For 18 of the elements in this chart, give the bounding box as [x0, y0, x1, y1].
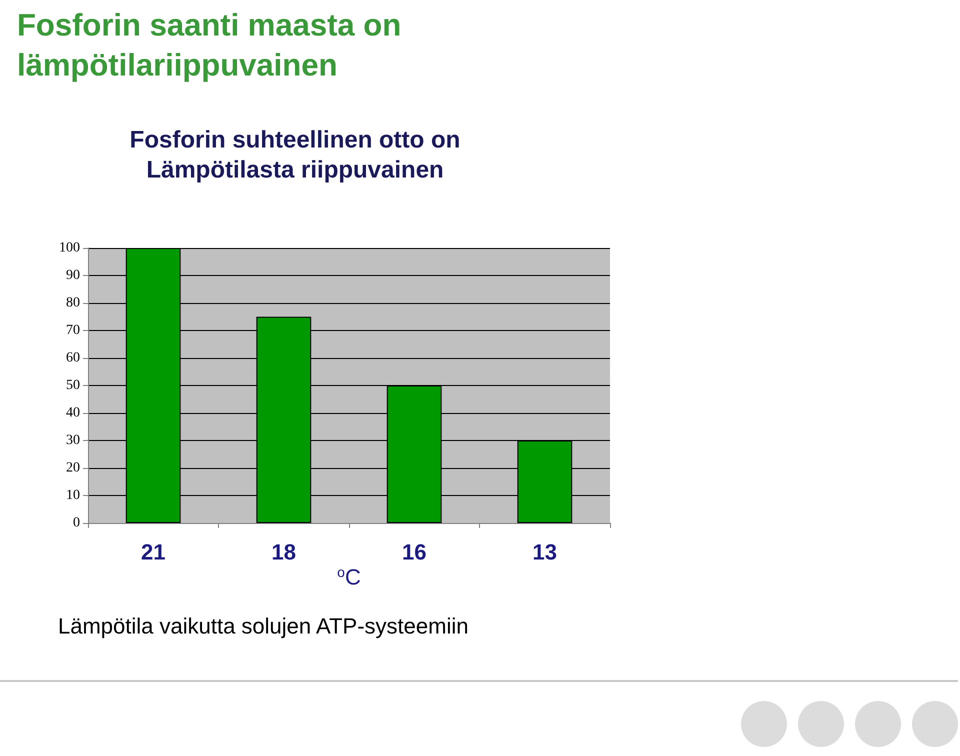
chart-subtitle: Fosforin suhteellinen otto on Lämpötilasta riippuvainen: [130, 126, 460, 184]
x-tick-label: 18: [272, 540, 296, 564]
y-tick-label: 70: [66, 323, 80, 338]
y-tick-label: 90: [66, 268, 80, 283]
x-tick-label: 13: [532, 540, 557, 564]
y-tick-label: 100: [59, 240, 80, 256]
x-tick-label: 21: [141, 540, 166, 564]
y-tick-label: 60: [66, 350, 80, 366]
y-tick-label: 10: [66, 488, 80, 503]
text: Lämpötila vaikutta solujen ATP-systeemiin: [58, 614, 468, 638]
y-tick-label: 40: [66, 406, 80, 420]
chart-title: Fosforin saanti maasta on lämpötilariippuvainen: [17, 8, 410, 82]
x-tick-label: 16: [402, 540, 426, 564]
y-tick-label: 80: [66, 296, 80, 310]
y-tick-label: 0: [73, 516, 80, 530]
y-tick-label: 30: [66, 433, 80, 448]
y-tick-label: 50: [66, 378, 80, 393]
y-tick-label: 20: [66, 460, 80, 476]
